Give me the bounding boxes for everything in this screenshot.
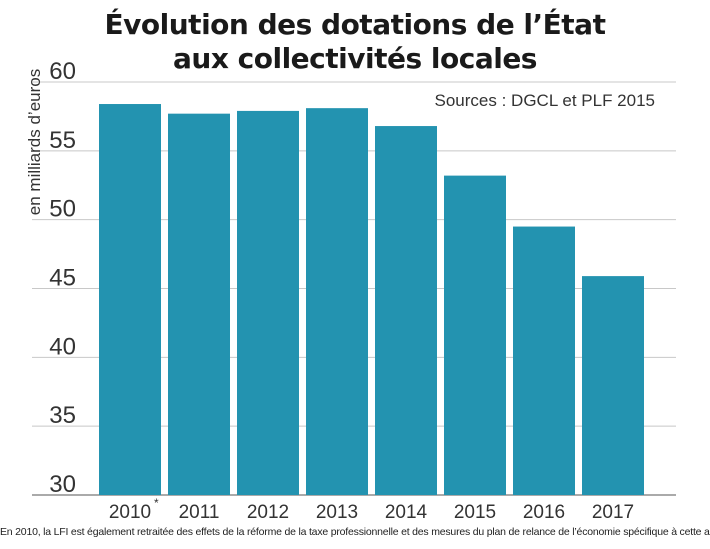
x-tick-label: 2016 [523, 502, 565, 523]
bars [99, 104, 644, 496]
y-tick-label: 60 [49, 58, 76, 85]
bar-2012 [237, 110, 299, 495]
chart-title-line-1: Évolution des dotations de l’État [104, 8, 606, 41]
bar-2011 [168, 113, 230, 495]
bar-2014 [375, 126, 437, 495]
y-tick-labels: 30 35 40 45 50 55 60 [49, 58, 76, 498]
y-tick-label: 35 [49, 402, 76, 429]
x-tick-label: 2017 [592, 502, 634, 523]
x-tick-label: 2015 [454, 502, 496, 523]
x-tick-labels: 2010 * 2011 2012 2013 2014 2015 2016 2017 [109, 496, 634, 523]
bar-2010 [99, 104, 161, 495]
x-tick-label: 2010 [109, 502, 151, 523]
y-tick-label: 45 [49, 265, 76, 292]
bar-2013 [306, 108, 368, 495]
footnote: En 2010, la LFI est également retraitée … [0, 526, 710, 538]
chart-title: Évolution des dotations de l’État aux co… [0, 8, 710, 76]
y-tick-label: 55 [49, 127, 76, 154]
x-tick-marker: * [154, 496, 159, 510]
bar-2016 [513, 226, 575, 496]
x-tick-label: 2012 [247, 502, 289, 523]
x-tick-label: 2011 [179, 502, 220, 523]
bar-2017 [582, 276, 644, 495]
x-tick-label: 2014 [385, 502, 428, 523]
chart-title-line-2: aux collectivités locales [173, 42, 537, 75]
y-tick-label: 40 [49, 333, 76, 360]
y-tick-label: 30 [49, 471, 76, 498]
source-note: Sources : DGCL et PLF 2015 [435, 91, 655, 110]
y-tick-label: 50 [49, 196, 76, 223]
x-tick-label: 2013 [316, 502, 358, 523]
y-axis-label: en milliards d’euros [25, 69, 44, 215]
bar-2015 [444, 175, 506, 495]
